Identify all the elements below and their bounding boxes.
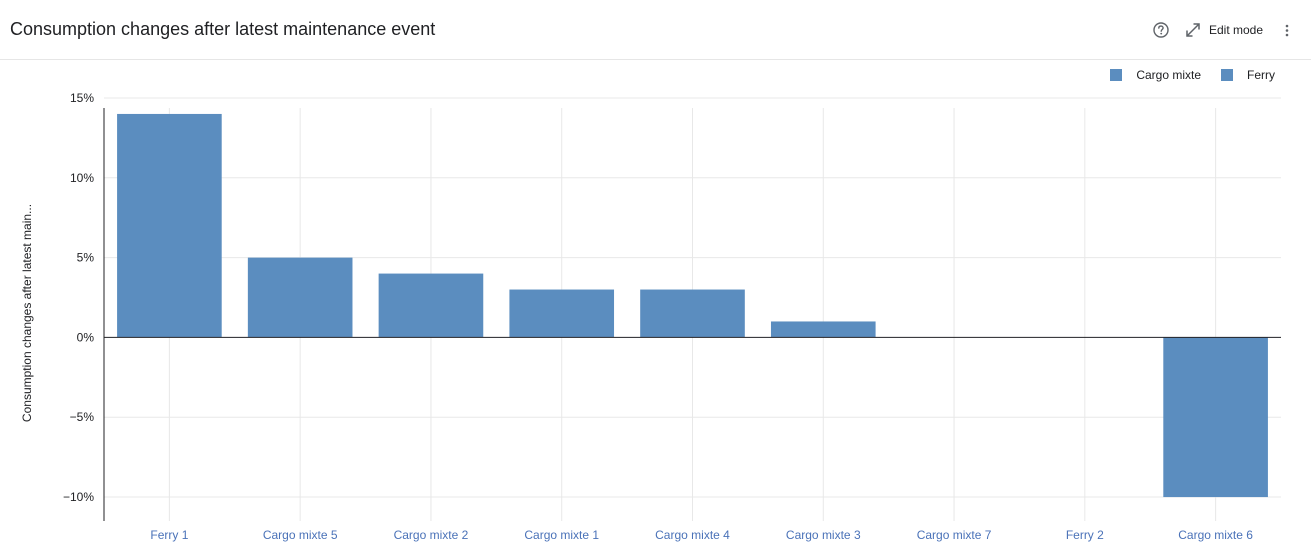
header-toolbar: Edit mode bbox=[1152, 19, 1291, 41]
chart-title: Consumption changes after latest mainten… bbox=[10, 19, 436, 39]
legend-swatch bbox=[1221, 69, 1233, 81]
legend-label: Cargo mixte bbox=[1136, 68, 1201, 82]
x-tick-label: Cargo mixte 4 bbox=[655, 528, 730, 542]
edit-mode-button[interactable]: Edit mode bbox=[1208, 23, 1263, 37]
x-tick-label: Cargo mixte 6 bbox=[1178, 528, 1253, 542]
y-tick-label: 5% bbox=[77, 251, 95, 265]
y-tick-label: 10% bbox=[70, 171, 94, 185]
bar-cargo-mixte-3[interactable] bbox=[770, 321, 876, 338]
bar-cargo-mixte-4[interactable] bbox=[640, 289, 745, 338]
y-tick-label: 15% bbox=[70, 91, 94, 105]
bar-ferry-1[interactable] bbox=[117, 113, 222, 338]
x-tick-label: Cargo mixte 5 bbox=[263, 528, 338, 542]
bar-cargo-mixte-6[interactable] bbox=[1163, 337, 1268, 498]
expand-icon[interactable] bbox=[1184, 21, 1202, 39]
x-tick-label: Cargo mixte 1 bbox=[524, 528, 599, 542]
x-tick-label: Ferry 1 bbox=[150, 528, 188, 542]
help-icon[interactable] bbox=[1152, 21, 1170, 39]
more-vert-icon[interactable] bbox=[1283, 21, 1291, 39]
bar-cargo-mixte-2[interactable] bbox=[378, 273, 484, 338]
y-tick-label: −10% bbox=[63, 490, 94, 504]
x-tick-label: Cargo mixte 7 bbox=[917, 528, 992, 542]
legend-swatch bbox=[1110, 69, 1123, 81]
bar-cargo-mixte-1[interactable] bbox=[509, 289, 615, 338]
chart-header: Consumption changes after latest mainten… bbox=[0, 0, 1311, 60]
bar-cargo-mixte-5[interactable] bbox=[247, 257, 353, 338]
y-tick-label: −5% bbox=[70, 410, 95, 424]
legend-item-ferry[interactable]: Ferry bbox=[1221, 68, 1275, 82]
legend-label: Ferry bbox=[1247, 68, 1275, 82]
chart-legend: Cargo mixte Ferry bbox=[1090, 68, 1275, 82]
x-tick-label: Cargo mixte 3 bbox=[786, 528, 861, 542]
y-tick-label: 0% bbox=[77, 330, 95, 344]
x-tick-label: Ferry 2 bbox=[1066, 528, 1104, 542]
legend-item-cargo-mixte[interactable]: Cargo mixte bbox=[1110, 68, 1201, 82]
x-tick-label: Cargo mixte 2 bbox=[394, 528, 469, 542]
